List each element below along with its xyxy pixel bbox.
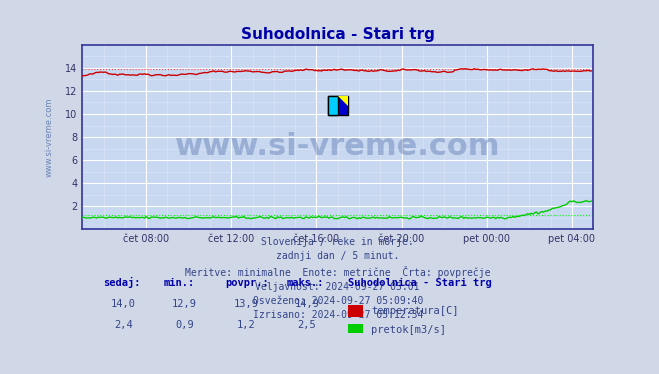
FancyBboxPatch shape bbox=[328, 96, 338, 115]
Text: Slovenija / reke in morje.
zadnji dan / 5 minut.
Meritve: minimalne  Enote: metr: Slovenija / reke in morje. zadnji dan / … bbox=[185, 237, 490, 321]
Text: min.:: min.: bbox=[164, 278, 195, 288]
Text: 12,9: 12,9 bbox=[172, 299, 197, 309]
Bar bbox=[348, 324, 363, 336]
Text: sedaj:: sedaj: bbox=[103, 277, 140, 288]
Text: maks.:: maks.: bbox=[287, 278, 324, 288]
Text: 14,0: 14,0 bbox=[111, 299, 136, 309]
Text: Suhodolnica - Stari trg: Suhodolnica - Stari trg bbox=[348, 278, 492, 288]
Text: 14,9: 14,9 bbox=[295, 299, 320, 309]
Polygon shape bbox=[338, 96, 348, 106]
FancyBboxPatch shape bbox=[328, 96, 348, 115]
Text: povpr.:: povpr.: bbox=[225, 278, 269, 288]
Bar bbox=[348, 305, 363, 317]
Title: Suhodolnica - Stari trg: Suhodolnica - Stari trg bbox=[241, 27, 435, 42]
Text: 13,9: 13,9 bbox=[233, 299, 258, 309]
Text: 1,2: 1,2 bbox=[237, 320, 255, 330]
Text: www.si-vreme.com: www.si-vreme.com bbox=[175, 132, 500, 161]
Text: temperatura[C]: temperatura[C] bbox=[371, 306, 459, 316]
Text: 0,9: 0,9 bbox=[175, 320, 194, 330]
Text: www.si-vreme.com: www.si-vreme.com bbox=[45, 97, 53, 177]
Text: pretok[m3/s]: pretok[m3/s] bbox=[371, 325, 446, 335]
Text: 2,4: 2,4 bbox=[114, 320, 132, 330]
Text: 2,5: 2,5 bbox=[298, 320, 316, 330]
